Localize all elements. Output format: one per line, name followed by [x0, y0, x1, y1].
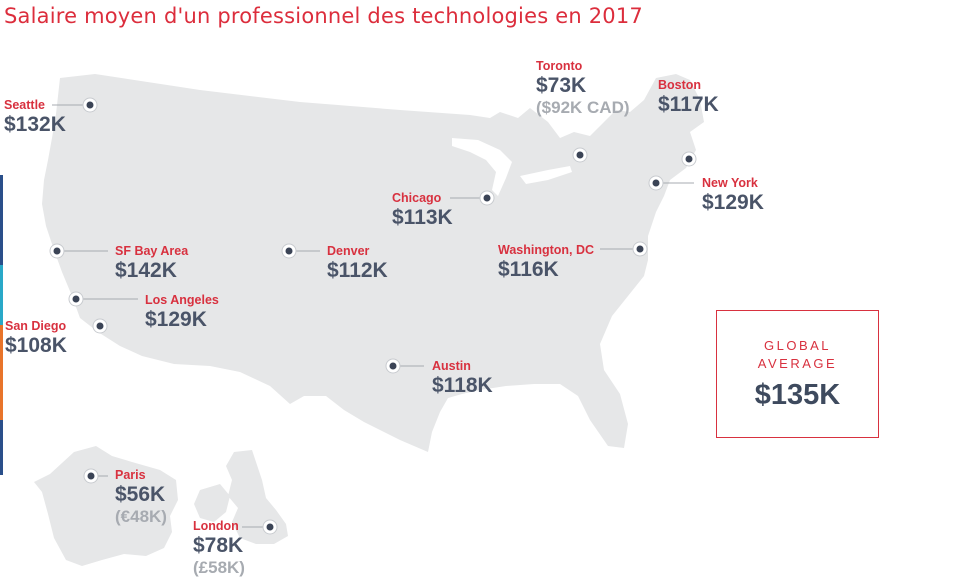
marker-san-diego: [92, 318, 108, 334]
city-markers: [49, 97, 697, 535]
city-label-new-york: New York $129K: [702, 175, 764, 215]
marker-boston: [681, 151, 697, 167]
global-average-label-line2: AVERAGE: [757, 356, 838, 371]
city-label-boston: Boston $117K: [658, 77, 719, 117]
city-label-toronto: Toronto $73K ($92K CAD): [536, 58, 630, 118]
city-label-austin: Austin $118K: [432, 358, 493, 398]
global-average-label-line1: GLOBAL: [763, 338, 832, 353]
city-name: Washington, DC: [498, 243, 595, 257]
global-average-value: $135K: [754, 379, 841, 411]
city-name: SF Bay Area: [115, 244, 189, 258]
city-salary: $117K: [658, 93, 719, 116]
marker-seattle: [82, 97, 98, 113]
city-name: Toronto: [536, 59, 583, 73]
city-label-san-diego: San Diego $108K: [5, 318, 67, 358]
edge-bar-navy: [0, 420, 3, 475]
city-name: New York: [702, 176, 758, 190]
city-salary: $73K: [536, 74, 587, 97]
lake-erie: [520, 166, 572, 184]
city-label-denver: Denver $112K: [327, 243, 388, 283]
city-salary: $132K: [4, 113, 66, 136]
france-landmass: [34, 446, 178, 566]
city-label-chicago: Chicago $113K: [392, 190, 453, 230]
edge-bar-blue: [0, 175, 3, 265]
city-name: Austin: [432, 359, 471, 373]
page-title: Salaire moyen d'un professionnel des tec…: [4, 4, 643, 28]
city-salary: $129K: [145, 308, 207, 331]
marker-washington: [632, 241, 648, 257]
city-label-paris: Paris $56K (€48K): [115, 467, 167, 527]
city-local-salary: ($92K CAD): [536, 98, 630, 117]
marker-paris: [83, 468, 99, 484]
marker-london: [262, 519, 278, 535]
city-salary: $56K: [115, 483, 166, 506]
city-local-salary: (€48K): [115, 507, 167, 526]
city-name: Paris: [115, 468, 146, 482]
city-label-london: London $78K (£58K): [193, 518, 245, 578]
marker-austin: [385, 358, 401, 374]
city-name: Boston: [658, 78, 702, 92]
city-label-washington: Washington, DC $116K: [498, 242, 594, 282]
marker-new-york: [648, 175, 664, 191]
city-name: Chicago: [392, 191, 442, 205]
marker-sf-bay-area: [49, 243, 65, 259]
city-salary: $112K: [327, 259, 388, 282]
city-local-salary: (£58K): [193, 558, 245, 577]
city-salary: $116K: [498, 258, 559, 281]
city-salary: $142K: [115, 259, 177, 282]
city-name: Los Angeles: [145, 293, 219, 307]
city-name: Denver: [327, 244, 370, 258]
ireland-landmass: [194, 484, 230, 522]
city-salary: $129K: [702, 191, 764, 214]
city-label-sf-bay-area: SF Bay Area $142K: [115, 243, 188, 283]
marker-chicago: [479, 190, 495, 206]
global-average-box: GLOBAL AVERAGE $135K: [716, 310, 879, 438]
edge-bar-orange: [0, 325, 3, 420]
great-lakes: [452, 138, 512, 196]
city-name: Seattle: [4, 98, 45, 112]
city-salary: $78K: [193, 534, 244, 557]
city-name: San Diego: [5, 319, 67, 333]
city-salary: $113K: [392, 206, 453, 229]
marker-los-angeles: [68, 291, 84, 307]
city-salary: $108K: [5, 334, 67, 357]
global-average-label: GLOBAL AVERAGE: [717, 337, 878, 373]
city-label-seattle: Seattle $132K: [4, 97, 66, 137]
city-salary: $118K: [432, 374, 493, 397]
edge-bar-cyan: [0, 265, 3, 325]
marker-toronto: [572, 147, 588, 163]
usa-landmass: [42, 74, 704, 452]
city-label-los-angeles: Los Angeles $129K: [145, 292, 219, 332]
marker-denver: [281, 243, 297, 259]
city-name: London: [193, 519, 239, 533]
